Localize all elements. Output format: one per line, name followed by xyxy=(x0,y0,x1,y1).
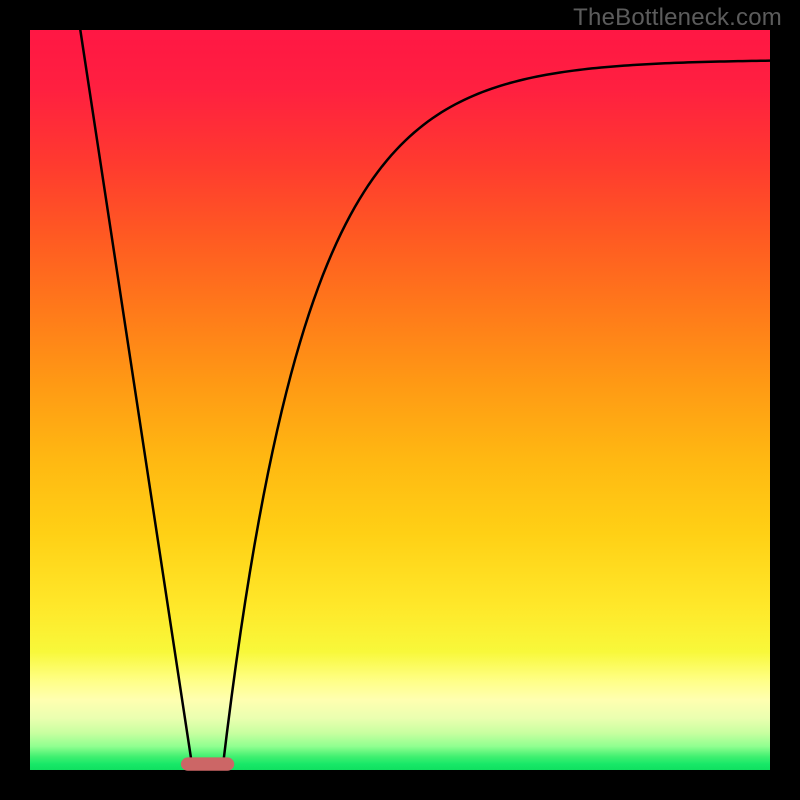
watermark-text: TheBottleneck.com xyxy=(573,4,782,32)
chart-frame: TheBottleneck.com xyxy=(0,0,800,800)
bottleneck-marker xyxy=(181,757,234,770)
bottleneck-chart xyxy=(0,0,800,800)
gradient-background xyxy=(30,30,770,770)
